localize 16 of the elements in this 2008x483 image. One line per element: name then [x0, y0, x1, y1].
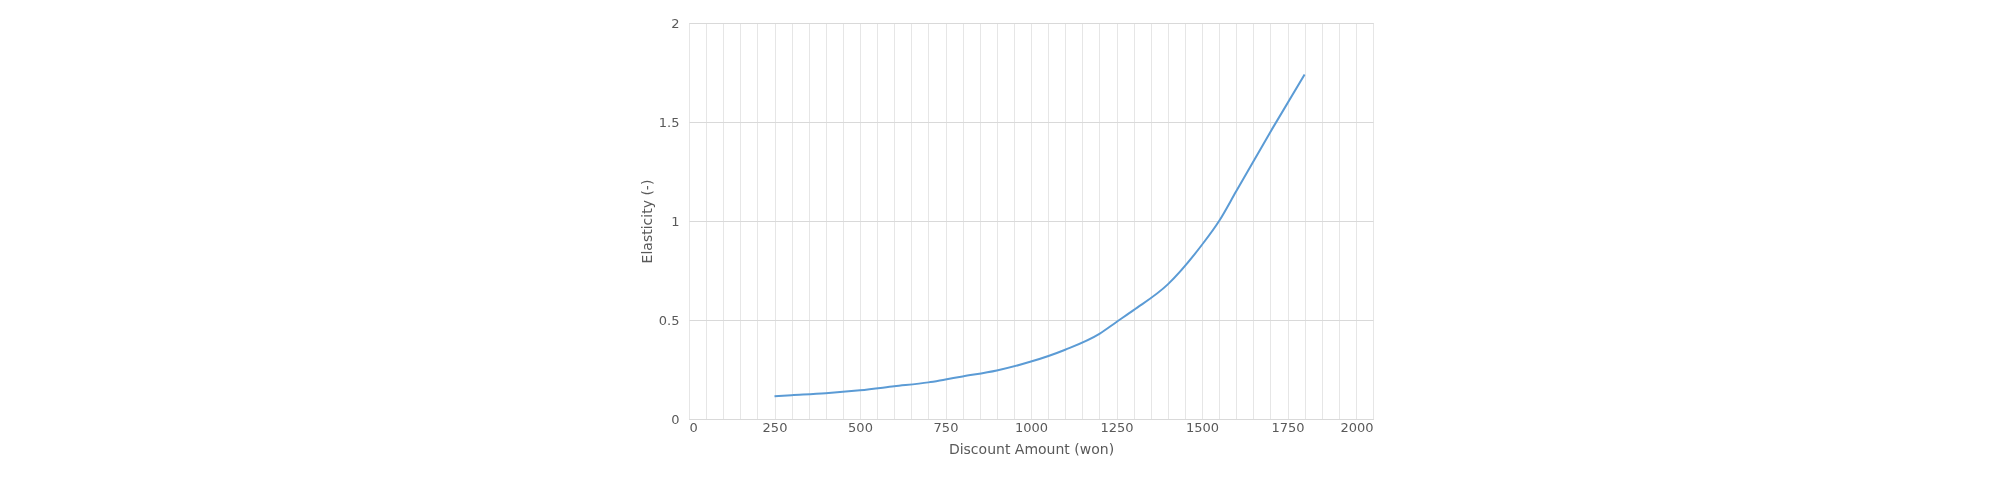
- y-tick-label: 2: [671, 15, 680, 31]
- x-tick-label: 750: [933, 419, 959, 435]
- x-tick-label: 0: [689, 419, 698, 435]
- x-tick-label: 1500: [1185, 419, 1220, 435]
- y-tick-label: 0.5: [658, 312, 680, 328]
- x-tick-label: 250: [762, 419, 788, 435]
- y-tick-label: 1.5: [658, 114, 680, 130]
- line-series: [773, 73, 1306, 398]
- x-tick-label: 1000: [1014, 419, 1049, 435]
- y-tick-label: 1: [671, 213, 680, 229]
- x-axis-title: Discount Amount (won): [948, 440, 1115, 457]
- y-axis-title: Elasticity (-): [638, 179, 655, 264]
- x-tick-label: 500: [848, 419, 873, 435]
- x-tick-label: 2000: [1340, 419, 1374, 435]
- x-tick-label: 1750: [1271, 419, 1305, 435]
- x-tick-label: 1250: [1100, 419, 1134, 435]
